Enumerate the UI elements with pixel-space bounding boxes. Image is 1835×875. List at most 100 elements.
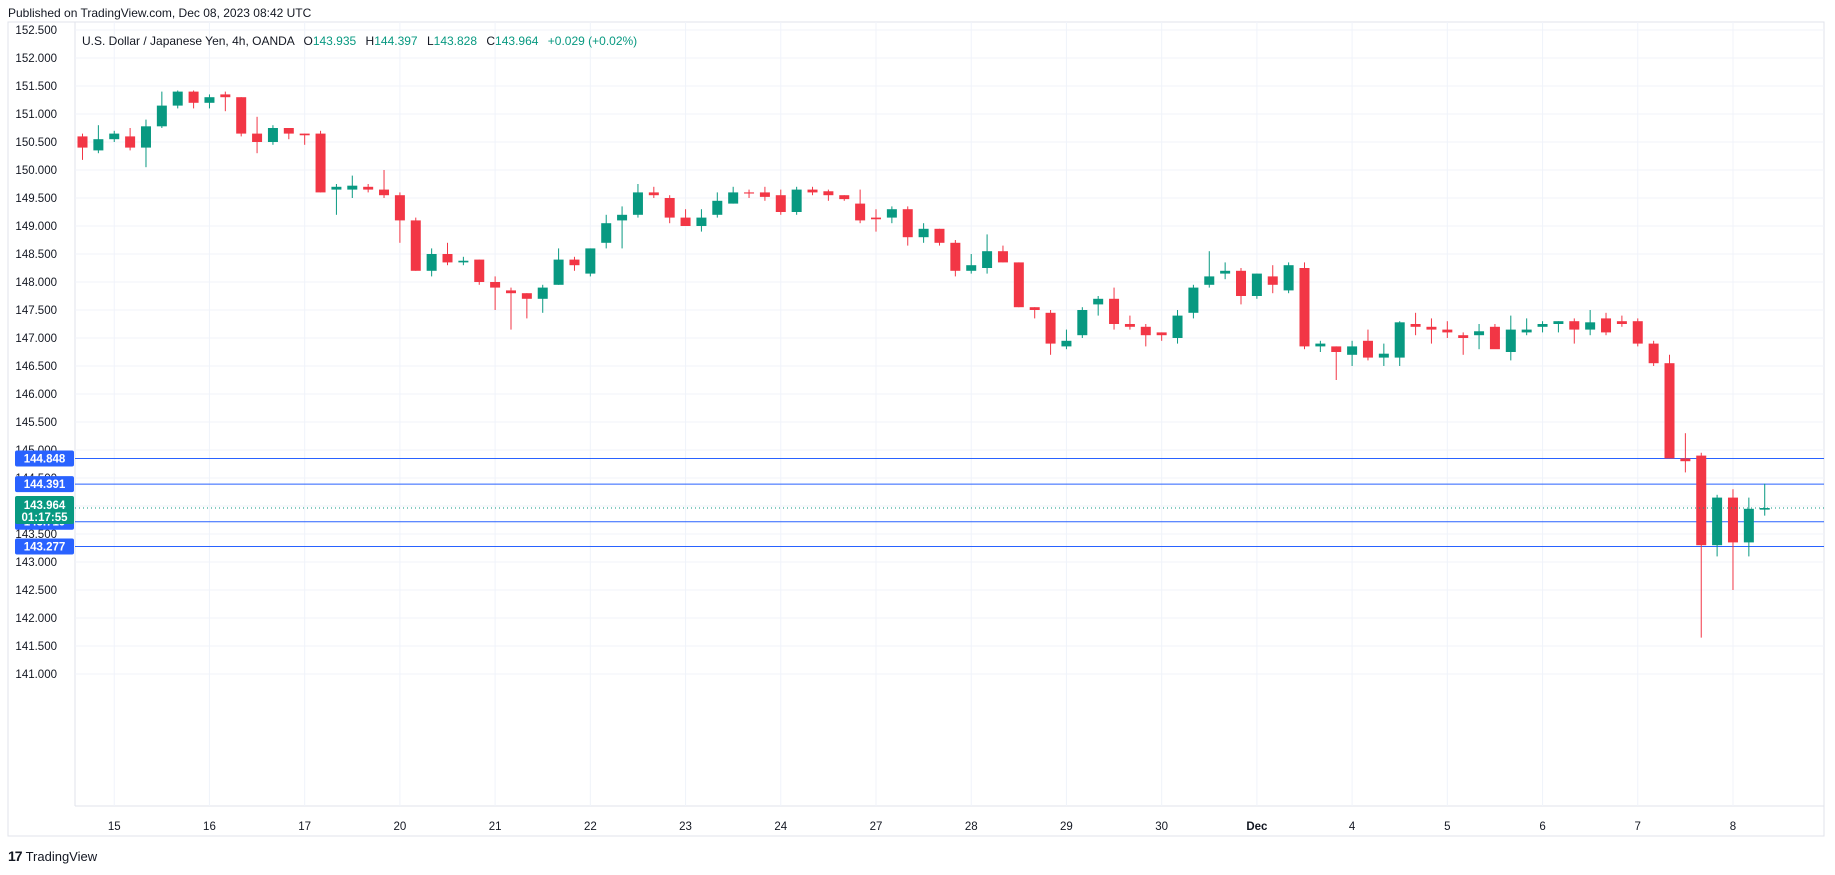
hline-price-tag: [15, 450, 74, 467]
x-tick-label: 16: [203, 821, 216, 833]
candle-up: [585, 248, 596, 274]
candle-down: [950, 242, 961, 271]
candle-down: [569, 259, 580, 266]
candle-down: [775, 195, 786, 212]
x-tick-label: 20: [394, 821, 407, 833]
candle-up: [1347, 346, 1358, 355]
candle-up: [93, 139, 104, 151]
y-tick-label: 141.500: [15, 641, 57, 653]
candle-up: [1315, 343, 1326, 347]
candle-down: [997, 251, 1008, 263]
legend-high-label: H: [366, 34, 375, 48]
published-header: Published on TradingView.com, Dec 08, 20…: [8, 6, 312, 20]
y-tick-label: 149.000: [15, 221, 57, 233]
candle-down: [902, 209, 913, 238]
candle-up: [1093, 298, 1104, 305]
candle-down: [1140, 326, 1151, 336]
hline-price-label: 144.848: [24, 454, 66, 466]
candle-up: [918, 228, 929, 238]
candle-up: [712, 200, 723, 215]
candle-up: [617, 214, 628, 221]
candle-down: [379, 189, 390, 196]
hline-price-label: 144.391: [24, 479, 66, 491]
x-tick-label: 24: [774, 821, 787, 833]
candle-up: [1061, 340, 1072, 347]
y-tick-label: 142.500: [15, 585, 57, 597]
y-tick-label: 150.000: [15, 165, 57, 177]
candle-down: [474, 259, 485, 282]
candle-down: [394, 195, 405, 221]
candle-up: [553, 259, 564, 285]
candle-up: [1204, 276, 1215, 285]
candle-down: [1442, 329, 1453, 333]
candle-up: [1585, 322, 1596, 330]
candle-down: [1267, 276, 1278, 285]
candle-down: [1331, 346, 1342, 352]
legend-close: 143.964: [495, 34, 539, 48]
candle-up: [1077, 310, 1088, 336]
candle-up: [537, 287, 548, 299]
candle-up: [1553, 321, 1564, 324]
candle-up: [1394, 322, 1405, 358]
legend-low: 143.828: [434, 34, 478, 48]
candle-down: [664, 198, 675, 218]
x-tick-label: 7: [1635, 821, 1641, 833]
candle-up: [331, 186, 342, 190]
candle-down: [744, 192, 755, 194]
candle-down: [1632, 321, 1643, 344]
candle-down: [1426, 326, 1437, 330]
y-tick-label: 151.500: [15, 81, 57, 93]
legend-low-label: L: [427, 34, 434, 48]
candle-down: [1299, 268, 1310, 347]
y-tick-label: 146.000: [15, 389, 57, 401]
x-tick-label: 28: [965, 821, 978, 833]
candle-down: [1029, 307, 1040, 310]
x-tick-label: 30: [1155, 821, 1168, 833]
candle-down: [236, 97, 247, 134]
candle-up: [1743, 508, 1754, 543]
candle-down: [1569, 321, 1580, 330]
y-tick-label: 143.000: [15, 557, 57, 569]
candle-up: [109, 133, 120, 140]
countdown-label: 01:17:55: [21, 512, 68, 524]
candle-down: [680, 217, 691, 226]
candle-up: [172, 91, 183, 106]
y-tick-label: 150.500: [15, 137, 57, 149]
y-tick-label: 148.500: [15, 249, 57, 261]
legend-high: 144.397: [374, 34, 418, 48]
y-tick-label: 152.500: [15, 25, 57, 37]
candle-down: [77, 136, 88, 148]
candle-down: [1664, 363, 1675, 459]
x-tick-label: 29: [1060, 821, 1073, 833]
candle-up: [966, 265, 977, 271]
candle-down: [1109, 298, 1120, 324]
legend-open: 143.935: [313, 34, 357, 48]
candle-down: [759, 192, 770, 197]
price-tags: 144.848144.391143.719143.277143.96401:17…: [15, 450, 74, 555]
candle-down: [1236, 270, 1247, 296]
legend: U.S. Dollar / Japanese Yen, 4h, OANDA O1…: [82, 34, 637, 48]
x-tick-label: 22: [584, 821, 597, 833]
legend-change: +0.029 (+0.02%): [548, 34, 637, 48]
candle-up: [1378, 353, 1389, 358]
candle-up: [458, 260, 469, 263]
candle-down: [1045, 312, 1056, 344]
candle-down: [490, 282, 501, 288]
y-tick-label: 143.500: [15, 529, 57, 541]
candle-up: [1759, 508, 1770, 510]
candle-down: [1124, 324, 1135, 327]
tradingview-logo-icon[interactable]: 17: [8, 848, 23, 864]
y-tick-label: 152.000: [15, 53, 57, 65]
candle-up: [426, 254, 437, 271]
candle-down: [1013, 262, 1024, 308]
candle-down: [299, 133, 310, 136]
x-tick-label: 5: [1444, 821, 1450, 833]
brand-name: TradingView: [25, 848, 98, 864]
candle-down: [521, 293, 532, 299]
candle-up: [632, 192, 643, 215]
hline-price-tag: [15, 538, 74, 555]
x-tick-label: 23: [679, 821, 692, 833]
candles: [77, 90, 1770, 638]
horizontal-lines[interactable]: [75, 458, 1824, 547]
